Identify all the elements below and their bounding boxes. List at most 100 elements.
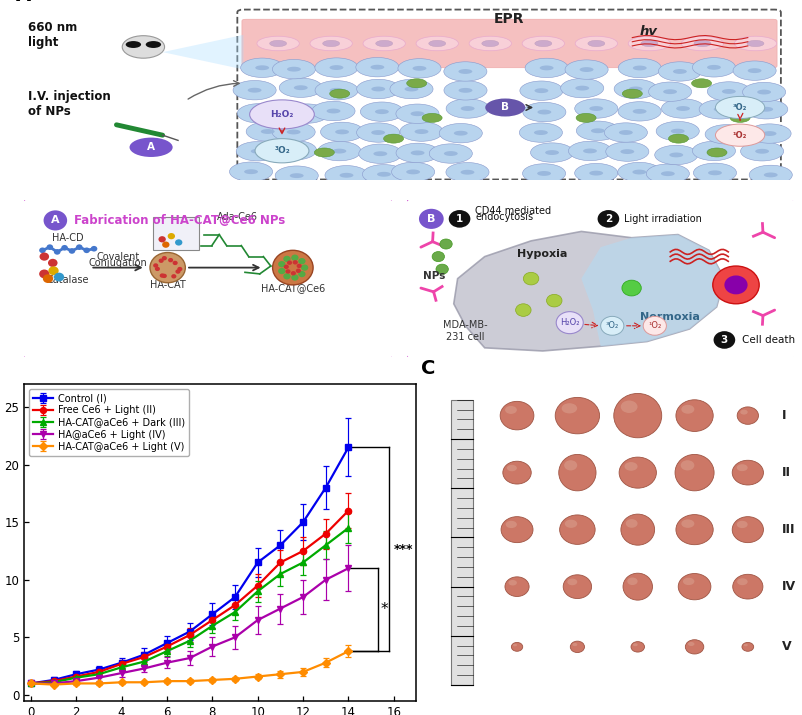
Ellipse shape	[255, 65, 269, 70]
Ellipse shape	[588, 40, 605, 46]
Circle shape	[278, 261, 286, 267]
Text: endocytosis: endocytosis	[475, 212, 533, 222]
Circle shape	[516, 304, 531, 316]
Circle shape	[47, 245, 53, 250]
Circle shape	[398, 59, 441, 78]
Circle shape	[524, 272, 539, 285]
Circle shape	[130, 137, 172, 157]
Circle shape	[314, 148, 334, 157]
Ellipse shape	[633, 66, 646, 70]
Ellipse shape	[406, 169, 420, 174]
Text: ***: ***	[394, 543, 413, 556]
Text: I: I	[782, 409, 786, 422]
Ellipse shape	[589, 106, 603, 111]
FancyBboxPatch shape	[22, 198, 394, 359]
Ellipse shape	[747, 40, 764, 46]
Circle shape	[748, 124, 791, 143]
Circle shape	[724, 275, 747, 295]
Circle shape	[301, 265, 308, 271]
Ellipse shape	[737, 521, 747, 528]
Text: hv: hv	[640, 25, 658, 38]
Circle shape	[449, 210, 471, 227]
Circle shape	[126, 41, 141, 48]
Circle shape	[76, 245, 83, 250]
Circle shape	[557, 312, 583, 334]
Circle shape	[284, 265, 289, 269]
Ellipse shape	[411, 150, 424, 155]
Text: H₂O₂: H₂O₂	[270, 110, 294, 119]
Circle shape	[618, 59, 662, 78]
Ellipse shape	[412, 66, 427, 71]
Ellipse shape	[764, 172, 778, 177]
Ellipse shape	[290, 173, 304, 178]
Ellipse shape	[535, 40, 552, 46]
Circle shape	[146, 41, 161, 48]
Circle shape	[291, 271, 296, 275]
Ellipse shape	[330, 65, 343, 70]
Ellipse shape	[737, 407, 759, 424]
Text: 3: 3	[721, 335, 728, 345]
Ellipse shape	[508, 580, 517, 586]
Circle shape	[48, 267, 59, 275]
Circle shape	[318, 142, 361, 161]
Circle shape	[618, 162, 661, 182]
Circle shape	[745, 99, 788, 119]
Ellipse shape	[740, 410, 747, 415]
Circle shape	[168, 233, 175, 240]
Ellipse shape	[747, 68, 762, 73]
Text: B: B	[501, 102, 509, 112]
Ellipse shape	[339, 173, 354, 178]
Text: Ada-Ce6: Ada-Ce6	[217, 212, 258, 222]
Circle shape	[649, 82, 691, 102]
Text: Hypoxia: Hypoxia	[517, 249, 568, 259]
Ellipse shape	[619, 130, 633, 135]
Ellipse shape	[570, 641, 585, 653]
Circle shape	[439, 239, 452, 249]
Circle shape	[622, 280, 642, 296]
Circle shape	[273, 141, 317, 160]
Ellipse shape	[737, 578, 747, 585]
Ellipse shape	[505, 577, 529, 596]
Circle shape	[283, 256, 290, 262]
Ellipse shape	[300, 111, 314, 116]
Ellipse shape	[676, 106, 690, 111]
Circle shape	[575, 164, 618, 183]
Ellipse shape	[505, 406, 516, 414]
Bar	[452, 400, 472, 685]
Circle shape	[69, 248, 75, 254]
Ellipse shape	[621, 149, 634, 154]
Ellipse shape	[670, 129, 685, 134]
Ellipse shape	[676, 400, 713, 431]
Ellipse shape	[288, 148, 302, 152]
Circle shape	[83, 247, 90, 253]
Circle shape	[356, 57, 399, 77]
Circle shape	[691, 79, 711, 88]
Ellipse shape	[376, 40, 393, 46]
Circle shape	[91, 246, 97, 252]
Text: EPR: EPR	[494, 11, 525, 26]
Circle shape	[444, 81, 487, 100]
Circle shape	[162, 256, 167, 260]
Circle shape	[605, 123, 647, 142]
Ellipse shape	[251, 149, 265, 154]
Ellipse shape	[561, 403, 577, 413]
Circle shape	[396, 143, 439, 162]
Ellipse shape	[122, 36, 164, 58]
Text: Normoxia: Normoxia	[640, 312, 700, 322]
Polygon shape	[581, 235, 724, 346]
Ellipse shape	[500, 401, 534, 430]
Ellipse shape	[633, 644, 638, 646]
Circle shape	[54, 272, 64, 282]
Text: A: A	[147, 142, 155, 152]
Circle shape	[312, 102, 355, 121]
Circle shape	[694, 163, 736, 182]
Circle shape	[249, 100, 314, 129]
Ellipse shape	[676, 515, 713, 545]
Ellipse shape	[506, 521, 516, 528]
Circle shape	[291, 255, 298, 261]
Circle shape	[175, 240, 182, 245]
Circle shape	[577, 121, 619, 140]
Circle shape	[707, 82, 751, 101]
Circle shape	[400, 122, 443, 142]
Ellipse shape	[460, 169, 475, 174]
